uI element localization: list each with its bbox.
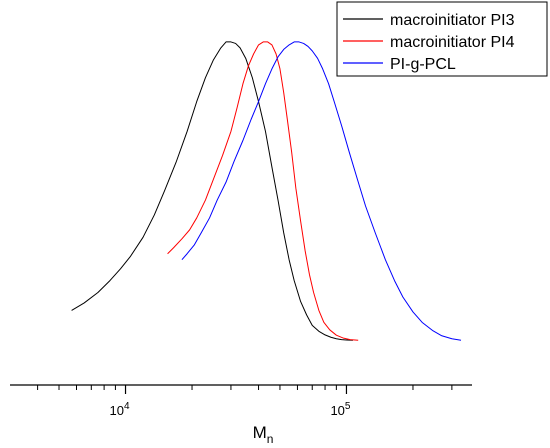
legend-box: [336, 1, 548, 77]
legend-label-2: macroinitiator PI4: [390, 34, 515, 51]
series-line-2: [167, 41, 359, 341]
x-tick-labels: 104 105: [110, 401, 351, 418]
legend: macroinitiator PI3 macroinitiator PI4 PI-g…: [336, 1, 548, 77]
x-axis-title-main: M: [253, 423, 267, 442]
legend-label-3: PI-g-PCL: [390, 56, 456, 73]
legend-label-1: macroinitiator PI3: [390, 12, 515, 29]
x-tick-label: 104: [110, 401, 130, 418]
plot-series: [71, 41, 462, 341]
x-axis-title: Mn: [253, 423, 274, 446]
series-line-1: [71, 41, 353, 341]
x-axis: 104 105: [10, 384, 472, 418]
x-minor-ticks: [37, 385, 453, 390]
x-axis-title-subscript: n: [267, 432, 274, 446]
series-line-3: [181, 41, 462, 341]
x-tick-label: 105: [330, 401, 350, 418]
x-major-ticks: [124, 385, 348, 394]
